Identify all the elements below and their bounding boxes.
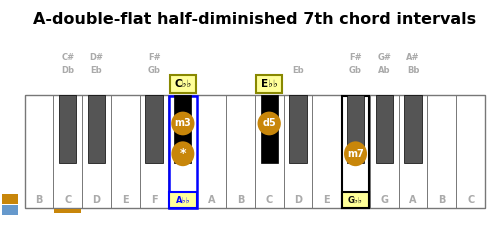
Text: C: C (64, 195, 72, 205)
Text: E: E (122, 195, 128, 205)
Text: E: E (323, 195, 330, 205)
Text: B: B (35, 195, 43, 205)
Text: G♭♭: G♭♭ (348, 196, 363, 205)
Text: A♭♭: A♭♭ (175, 196, 190, 205)
Text: A: A (208, 195, 216, 205)
Bar (88, 95, 105, 163)
Bar (342, 95, 369, 207)
Text: G#: G# (377, 53, 391, 62)
Bar (347, 95, 364, 163)
Text: Bb: Bb (407, 66, 419, 75)
Text: A: A (409, 195, 417, 205)
Ellipse shape (171, 112, 195, 135)
Text: E♭♭: E♭♭ (261, 79, 278, 89)
Text: A#: A# (406, 53, 420, 62)
Ellipse shape (172, 141, 195, 166)
Bar (24, 95, 485, 208)
Text: A-double-flat half-diminished 7th chord intervals: A-double-flat half-diminished 7th chord … (33, 12, 476, 27)
Text: C#: C# (61, 53, 74, 62)
Text: B: B (438, 195, 445, 205)
Text: F: F (151, 195, 157, 205)
Text: basicmusictheory.com: basicmusictheory.com (7, 64, 12, 138)
Bar (376, 95, 393, 163)
Text: D: D (294, 195, 302, 205)
Text: Db: Db (61, 66, 74, 75)
FancyBboxPatch shape (169, 192, 197, 208)
Text: Eb: Eb (91, 66, 102, 75)
Ellipse shape (344, 141, 367, 166)
FancyBboxPatch shape (342, 192, 369, 208)
Text: D#: D# (90, 53, 103, 62)
FancyBboxPatch shape (170, 75, 196, 93)
Bar (261, 95, 278, 163)
Bar (169, 95, 197, 207)
Text: B: B (237, 195, 244, 205)
Text: m3: m3 (174, 119, 191, 128)
Bar (289, 95, 307, 163)
Bar (59, 95, 76, 163)
Text: Gb: Gb (349, 66, 362, 75)
FancyBboxPatch shape (256, 75, 282, 93)
Text: C: C (266, 195, 273, 205)
Text: F#: F# (148, 53, 160, 62)
Text: m7: m7 (347, 149, 364, 159)
Bar (174, 95, 192, 163)
Bar (2, 194, 18, 204)
Bar (146, 95, 163, 163)
Text: Eb: Eb (292, 66, 304, 75)
Text: Gb: Gb (147, 66, 161, 75)
Text: C♭♭: C♭♭ (174, 79, 192, 89)
Bar (404, 95, 422, 163)
Text: F#: F# (349, 53, 362, 62)
Text: Ab: Ab (378, 66, 391, 75)
Bar (2, 205, 18, 215)
Bar (54, 209, 81, 213)
Text: G: G (380, 195, 388, 205)
Text: d5: d5 (262, 119, 276, 128)
Ellipse shape (258, 112, 281, 135)
Text: *: * (180, 147, 186, 160)
Text: D: D (93, 195, 100, 205)
Text: C: C (467, 195, 474, 205)
